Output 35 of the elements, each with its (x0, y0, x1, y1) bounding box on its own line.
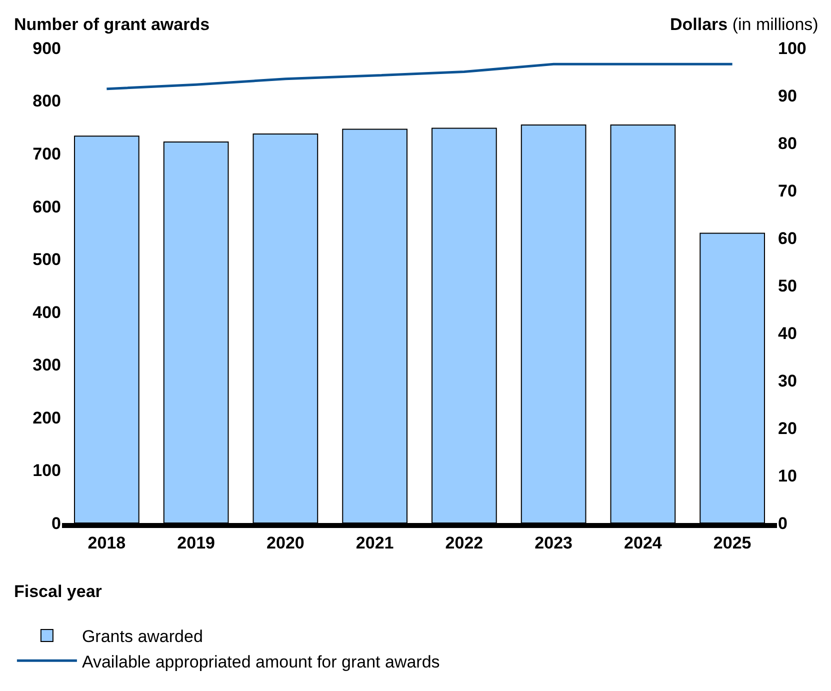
y2-tick-label: 30 (778, 371, 797, 390)
y2-tick-label: 10 (778, 466, 797, 486)
y-tick-label: 200 (32, 408, 61, 428)
y-tick-label: 100 (32, 461, 61, 480)
y2-tick-label: 70 (778, 181, 797, 200)
legend-label: Grants awarded (82, 627, 203, 646)
x-tick-label: 2019 (177, 533, 215, 552)
y-tick-label: 700 (32, 144, 61, 164)
y-tick-label: 800 (32, 92, 61, 111)
y2-tick-label: 50 (778, 276, 797, 296)
x-tick-label: 2025 (713, 533, 752, 552)
y-tick-label: 400 (32, 302, 61, 322)
y2-tick-label: 100 (778, 38, 806, 58)
y-tick-label: 0 (52, 514, 61, 533)
x-tick-label: 2021 (356, 533, 394, 552)
legend-label: Available appropriated amount for grant awards (82, 652, 440, 672)
x-tick-label: 2022 (445, 533, 484, 552)
y-tick-label: 900 (32, 38, 61, 58)
y2-tick-label: 40 (778, 324, 797, 343)
line-series (105, 62, 734, 90)
x-axis-title: Fiscal year (14, 582, 102, 601)
x-tick-label: 2024 (624, 533, 662, 552)
y-axis-title: Number of grant awards (14, 15, 210, 34)
y-tick-label: 300 (32, 356, 61, 375)
y2-tick-label: 60 (778, 228, 797, 248)
y2-tick-label: 20 (778, 418, 797, 438)
y2-tick-label: 0 (778, 514, 788, 533)
y-tick-label: 600 (32, 197, 61, 216)
y2-tick-label: 80 (778, 134, 797, 153)
y-tick-label: 500 (32, 250, 61, 270)
y2-tick-label: 90 (778, 86, 797, 106)
x-tick-label: 2018 (88, 533, 126, 552)
x-tick-label: 2023 (534, 533, 572, 552)
x-tick-label: 2020 (266, 533, 304, 552)
y2-axis-title: Dollars (in millions) (670, 15, 818, 34)
